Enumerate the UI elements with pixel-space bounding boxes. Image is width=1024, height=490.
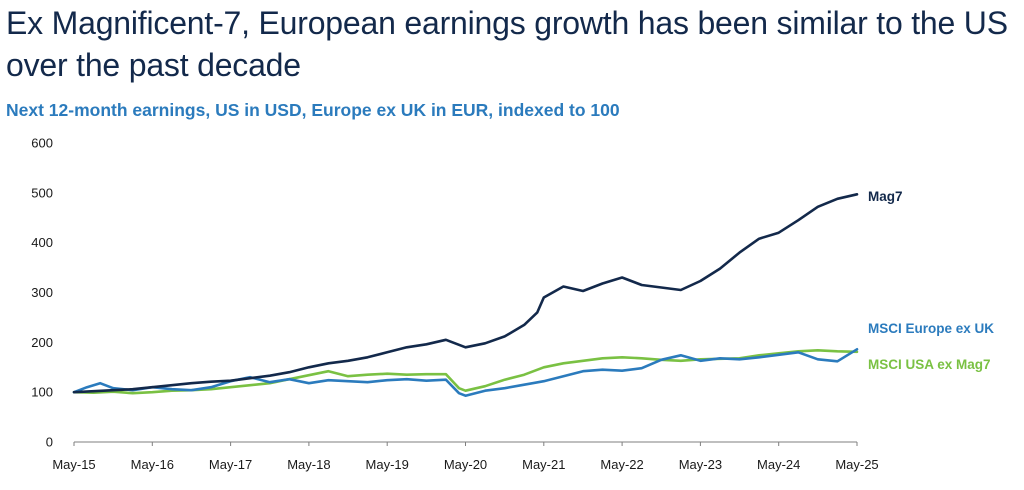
x-tick-label: May-25	[835, 457, 878, 472]
x-tick-label: May-15	[52, 457, 95, 472]
y-tick-label: 600	[31, 136, 53, 151]
series-line-mag7	[72, 193, 859, 394]
series-label: Mag7	[868, 189, 903, 204]
y-tick-label: 100	[31, 385, 53, 400]
series-line-msci-europe-ex-uk	[72, 348, 859, 397]
series-line-msci-usa-ex-mag7	[72, 349, 859, 395]
y-tick-label: 0	[46, 435, 53, 450]
y-tick-label: 200	[31, 335, 53, 350]
x-tick-label: May-21	[522, 457, 565, 472]
x-tick-label: May-17	[209, 457, 252, 472]
x-tick-label: May-19	[366, 457, 409, 472]
x-tick-label: May-24	[757, 457, 800, 472]
series-label: MSCI USA ex Mag7	[868, 357, 991, 372]
x-tick-label: May-22	[600, 457, 643, 472]
series-label: MSCI Europe ex UK	[868, 321, 994, 336]
chart-title: Ex Magnificent-7, European earnings grow…	[6, 5, 1008, 83]
chart-subtitle: Next 12-month earnings, US in USD, Europ…	[6, 100, 620, 120]
x-tick-label: May-23	[679, 457, 722, 472]
x-tick-label: May-20	[444, 457, 487, 472]
x-tick-label: May-18	[287, 457, 330, 472]
y-tick-label: 300	[31, 285, 53, 300]
y-tick-label: 500	[31, 185, 53, 200]
y-tick-label: 400	[31, 235, 53, 250]
x-tick-label: May-16	[131, 457, 174, 472]
